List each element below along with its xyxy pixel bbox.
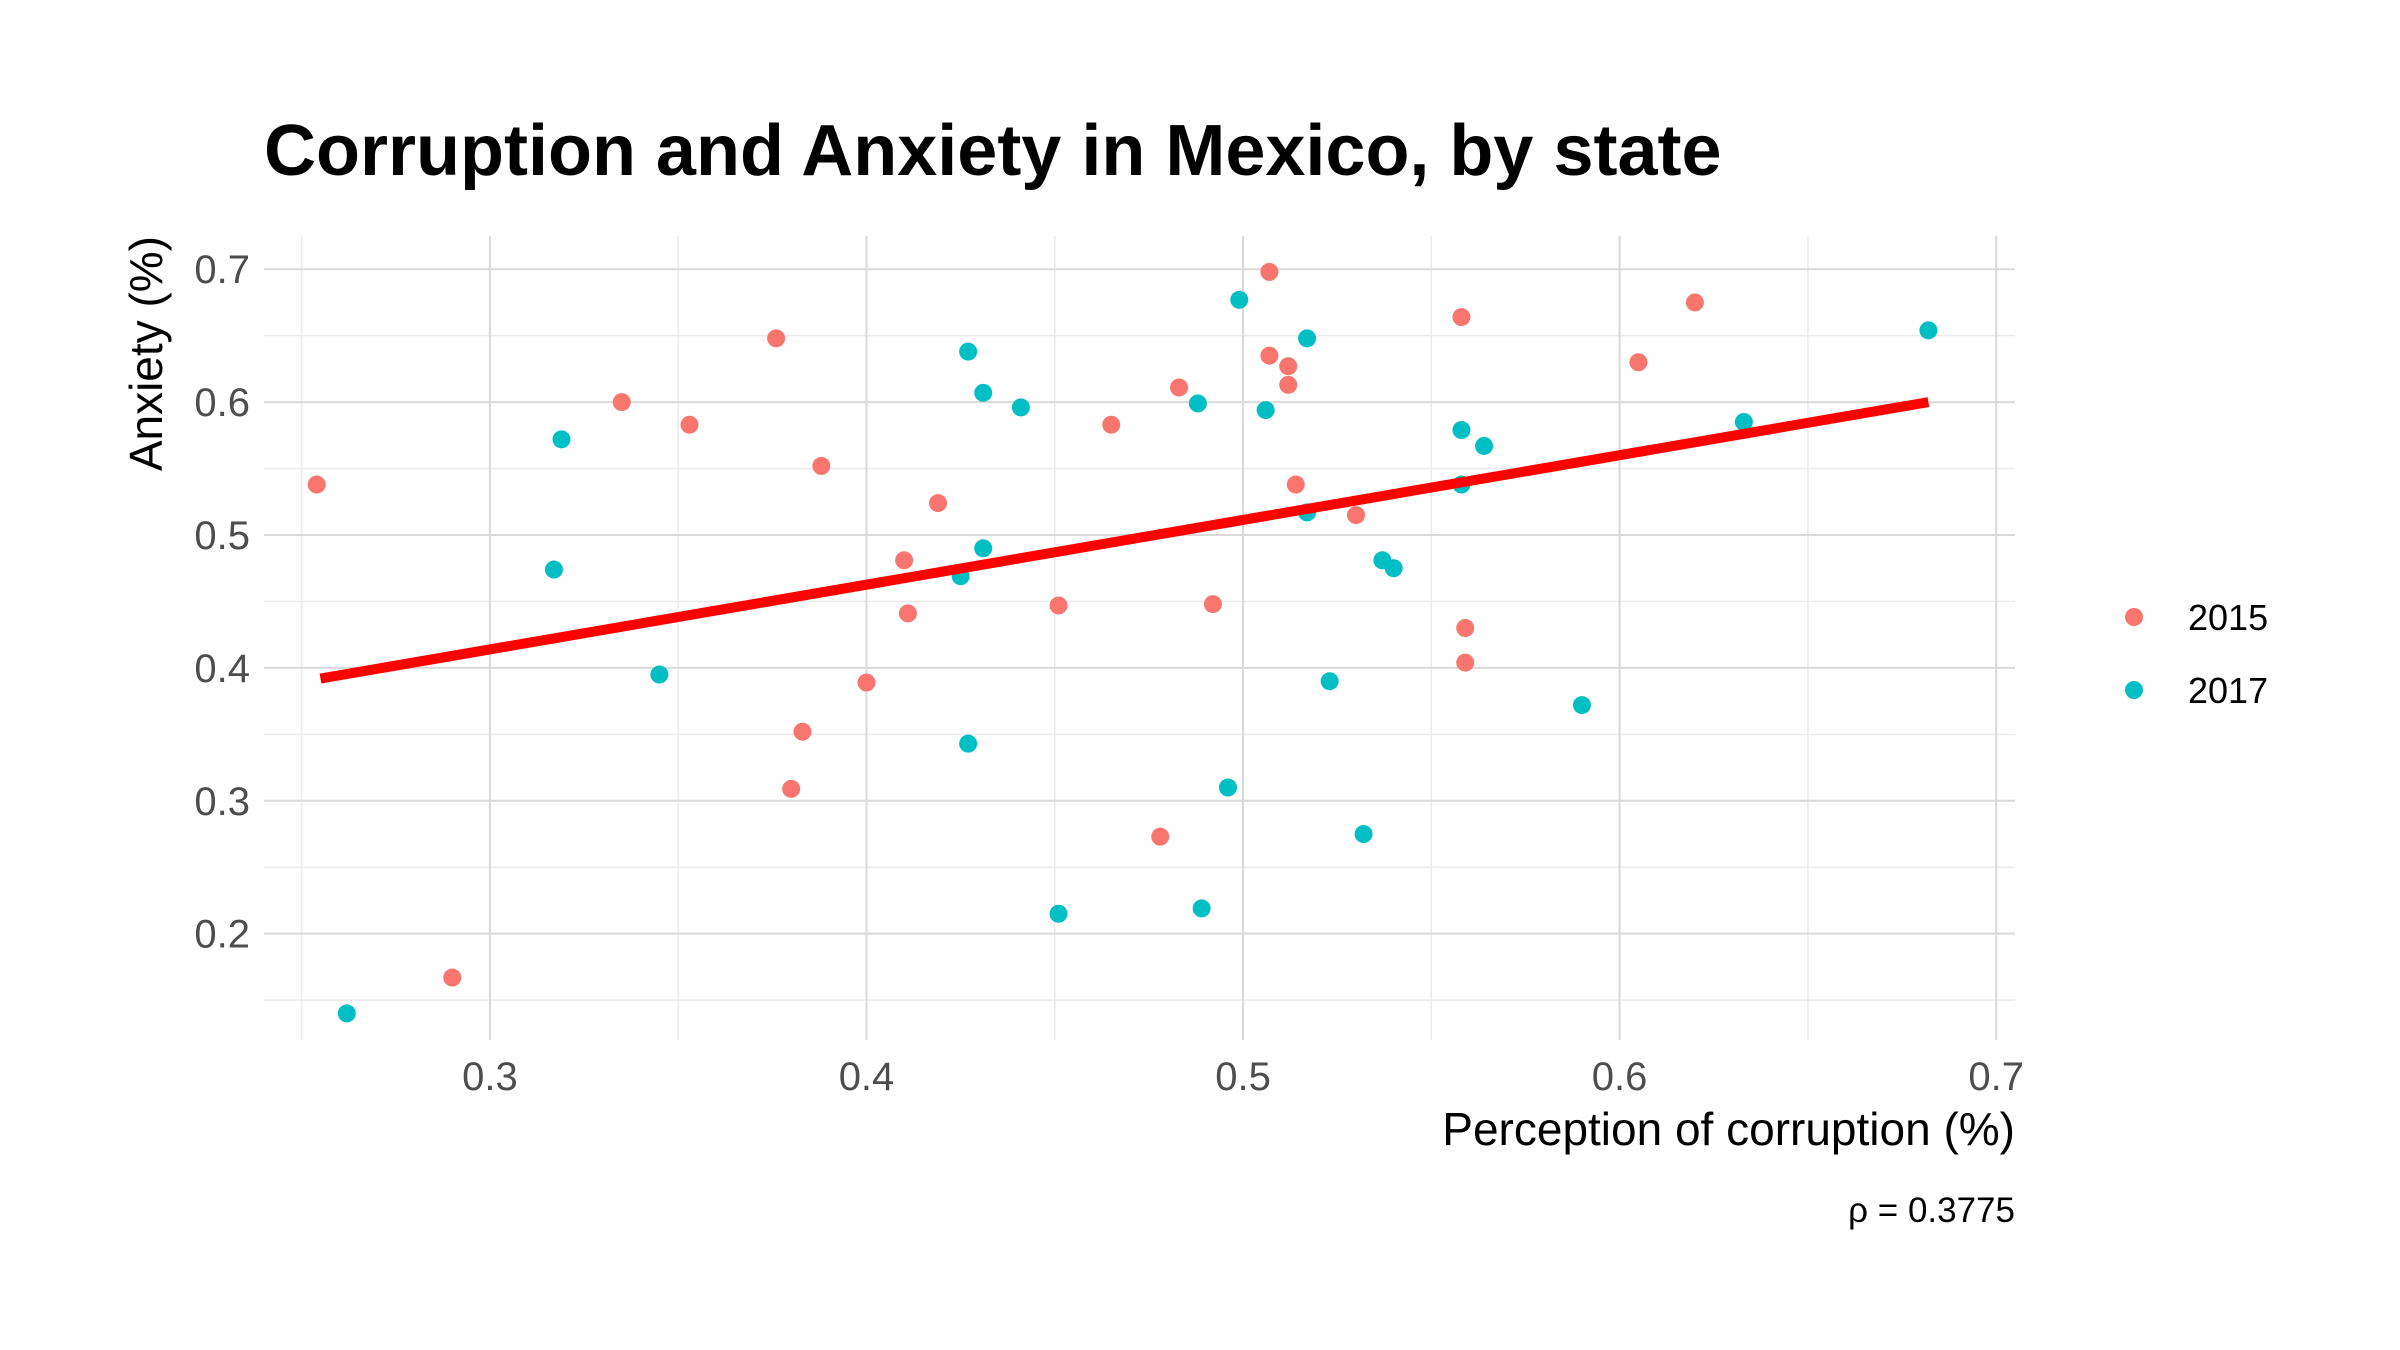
chart-title: Corruption and Anxiety in Mexico, by sta… [264, 111, 1722, 191]
data-point-2015 [612, 393, 631, 412]
data-point-2015 [898, 604, 917, 623]
legend-label-2015: 2015 [2188, 597, 2268, 638]
data-point-2017 [552, 430, 571, 449]
data-point-2015 [1279, 375, 1298, 394]
data-point-2017 [1049, 904, 1068, 923]
trend-line [319, 397, 1930, 684]
data-point-2017 [1218, 778, 1237, 797]
data-point-2017 [1192, 899, 1211, 918]
y-tick-labels: 0.2 0.3 0.4 0.5 0.6 0.7 [194, 248, 250, 956]
data-point-2017 [1354, 825, 1373, 844]
data-point-2015 [680, 415, 699, 434]
legend-key-2017 [2125, 681, 2143, 699]
data-point-2017 [1188, 394, 1207, 413]
data-point-2017 [1384, 559, 1403, 578]
x-tick-label: 0.3 [462, 1055, 518, 1099]
data-point-2015 [1170, 378, 1189, 397]
data-point-2015 [1203, 595, 1222, 614]
correlation-caption: ρ = 0.3775 [1848, 1191, 2015, 1230]
data-point-2015 [1102, 415, 1121, 434]
data-point-2015 [857, 673, 876, 692]
data-point-2015 [443, 968, 462, 987]
legend: 2015 2017 [2125, 597, 2268, 711]
x-axis-title: Perception of corruption (%) [1442, 1103, 2015, 1155]
data-point-2015 [1260, 346, 1279, 365]
data-point-2015 [1685, 293, 1704, 312]
data-point-2017 [959, 342, 978, 361]
data-point-2015 [1049, 596, 1068, 615]
data-point-2015 [782, 779, 801, 798]
data-point-2015 [1286, 475, 1305, 494]
legend-key-2015 [2125, 608, 2143, 626]
data-point-2017 [1734, 413, 1753, 432]
data-point-2015 [767, 329, 786, 348]
y-tick-label: 0.7 [194, 248, 250, 292]
data-point-2017 [1572, 696, 1591, 715]
data-point-2015 [929, 494, 948, 513]
x-tick-label: 0.5 [1215, 1055, 1271, 1099]
data-point-2017 [1256, 401, 1275, 420]
data-point-2017 [974, 383, 993, 402]
data-point-2017 [337, 1004, 356, 1023]
data-point-2017 [1230, 290, 1249, 309]
data-point-2017 [650, 665, 669, 684]
data-point-2017 [1298, 329, 1317, 348]
x-tick-labels: 0.3 0.4 0.5 0.6 0.7 [462, 1055, 2024, 1099]
minor-gridlines [264, 236, 2015, 1040]
data-point-2015 [1347, 506, 1366, 525]
data-point-2017 [1919, 321, 1938, 340]
data-point-2015 [1151, 827, 1170, 846]
x-tick-label: 0.6 [1592, 1055, 1648, 1099]
data-point-2017 [1452, 421, 1471, 440]
y-tick-label: 0.6 [194, 381, 250, 425]
major-gridlines [264, 236, 2015, 1040]
data-point-2015 [793, 722, 812, 741]
data-point-2015 [1629, 353, 1648, 372]
data-point-2015 [1456, 653, 1475, 672]
legend-label-2017: 2017 [2188, 670, 2268, 711]
x-tick-label: 0.7 [1968, 1055, 2024, 1099]
data-point-2015 [1456, 619, 1475, 638]
data-point-2015 [307, 475, 326, 494]
data-point-2015 [1279, 357, 1298, 376]
data-point-2017 [1320, 672, 1339, 691]
y-axis-title: Anxiety (%) [120, 236, 172, 471]
data-point-2017 [959, 734, 978, 753]
data-points [307, 262, 1938, 1023]
data-point-2017 [1475, 436, 1494, 455]
data-point-2015 [1260, 262, 1279, 281]
x-tick-label: 0.4 [839, 1055, 895, 1099]
y-tick-label: 0.2 [194, 913, 250, 957]
data-point-2017 [974, 539, 993, 558]
y-tick-label: 0.5 [194, 514, 250, 558]
data-point-2015 [1452, 308, 1471, 327]
data-point-2017 [1011, 398, 1030, 417]
data-point-2015 [812, 456, 831, 475]
data-point-2017 [544, 560, 563, 579]
y-tick-label: 0.3 [194, 780, 250, 824]
data-point-2015 [895, 551, 914, 570]
y-tick-label: 0.4 [194, 647, 250, 691]
